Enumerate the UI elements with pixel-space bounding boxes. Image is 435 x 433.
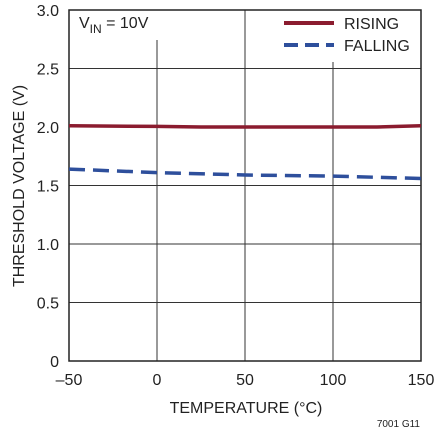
y-axis-label: THRESHOLD VOLTAGE (V) <box>11 85 28 287</box>
condition-prefix: V <box>79 15 90 32</box>
grid-layer <box>68 9 422 362</box>
y-tick-label-4: 2.0 <box>37 120 59 137</box>
series-layer <box>68 124 422 181</box>
y-tick-label-2: 1.0 <box>37 237 59 254</box>
x-tick-label-1: 0 <box>153 372 162 389</box>
condition-label: VIN = 10V <box>79 15 149 36</box>
condition-subscript: IN <box>90 22 102 36</box>
legend-label-rising: RISING <box>344 16 399 33</box>
y-tick-label-3: 1.5 <box>37 179 59 196</box>
x-tick-label-4: 150 <box>408 372 435 389</box>
legend-label-falling: FALLING <box>344 38 410 55</box>
x-tick-label-2: 50 <box>236 372 254 389</box>
series-line-rising <box>68 124 422 129</box>
x-tick-label-3: 100 <box>320 372 347 389</box>
series-line-falling <box>68 167 422 181</box>
x-tick-label-0: –50 <box>56 372 83 389</box>
condition-suffix: = 10V <box>102 15 149 32</box>
y-tick-label-0: 0 <box>50 354 59 371</box>
x-axis-label: TEMPERATURE (°C) <box>170 400 323 417</box>
y-tick-label-6: 3.0 <box>37 3 59 20</box>
legend: RISING FALLING <box>284 16 410 55</box>
plot-frame <box>68 9 422 362</box>
y-tick-label-5: 2.5 <box>37 62 59 79</box>
y-tick-label-1: 0.5 <box>37 296 59 313</box>
figure-id: 7001 G11 <box>377 419 421 430</box>
